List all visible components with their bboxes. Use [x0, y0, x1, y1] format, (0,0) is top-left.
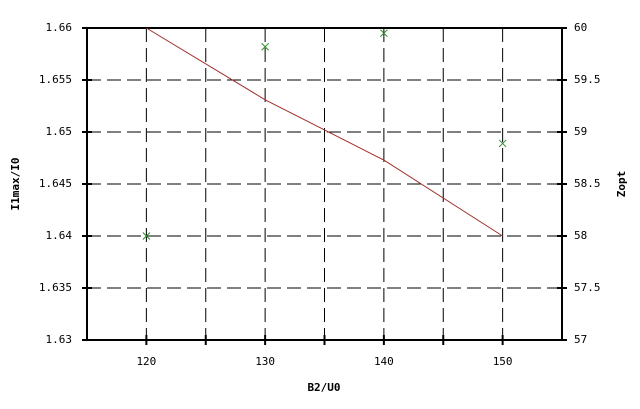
marker: [261, 42, 269, 51]
y2-axis-label: Zopt: [615, 171, 628, 198]
marker: [142, 232, 151, 240]
y2-tick-label: 57: [574, 333, 587, 346]
y-tick-label: 1.64: [46, 229, 73, 242]
x-tick-label: 140: [374, 355, 394, 368]
x-axis-label: B2/U0: [307, 381, 340, 394]
y-tick-label: 1.635: [39, 281, 72, 294]
y-axis-label: I1max/I0: [9, 158, 22, 211]
y2-tick-label: 58: [574, 229, 587, 242]
y-tick-label: 1.63: [46, 333, 73, 346]
x-tick-label: 120: [136, 355, 156, 368]
x-tick-label: 130: [255, 355, 275, 368]
y-tick-label: 1.655: [39, 73, 72, 86]
y-tick-label: 1.66: [46, 21, 73, 34]
x-tick-label: 150: [493, 355, 513, 368]
plot-frame: [86, 27, 563, 341]
y-tick-label: 1.645: [39, 177, 72, 190]
y-tick-label: 1.65: [46, 125, 73, 138]
y2-tick-label: 58.5: [574, 177, 601, 190]
marker: [498, 139, 507, 148]
line: [146, 27, 503, 237]
y2-tick-label: 60: [574, 21, 587, 34]
y2-tick-label: 57.5: [574, 281, 601, 294]
y2-tick-label: 59: [574, 125, 587, 138]
marker: [380, 29, 388, 38]
y2-tick-label: 59.5: [574, 73, 601, 86]
